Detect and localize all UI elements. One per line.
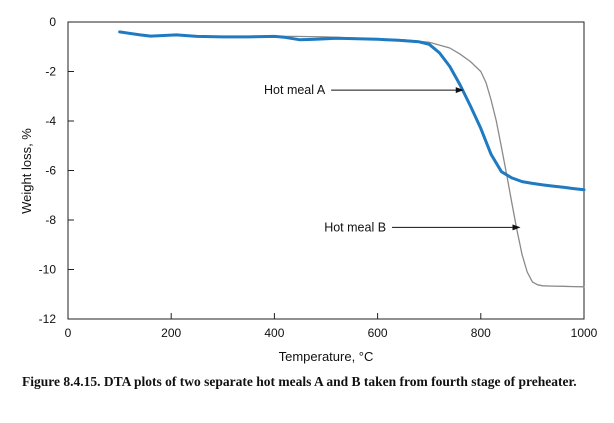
x-tick-label: 400 <box>264 326 284 340</box>
x-tick-label: 1000 <box>571 326 598 340</box>
series-line-hot-meal-a <box>118 30 586 192</box>
x-tick-label: 800 <box>471 326 491 340</box>
dta-chart: 0 -2 -4 -6 -8 -10 -12 0 200 400 600 800 1000 Hot me… <box>19 15 598 364</box>
y-axis-title: Weight loss, % <box>19 128 34 214</box>
x-tick-label: 200 <box>161 326 181 340</box>
x-tick-label: 600 <box>368 326 388 340</box>
y-tick-label: -6 <box>45 164 56 178</box>
x-tick-label: 0 <box>65 326 72 340</box>
plot-area-frame <box>67 21 585 320</box>
x-axis-title: Temperature, °C <box>279 349 374 364</box>
annotation-label: Hot meal A <box>264 83 326 97</box>
y-axis-ticks: 0 -2 -4 -6 -8 -10 -12 <box>39 15 74 326</box>
annotation-label: Hot meal B <box>324 220 386 234</box>
y-tick-label: -4 <box>45 114 56 128</box>
annotation-layer: Hot meal A Hot meal B <box>264 83 521 234</box>
x-axis-ticks: 0 200 400 600 800 1000 <box>65 313 598 340</box>
series-layer <box>118 30 586 288</box>
series-line-hot-meal-b <box>118 31 585 288</box>
y-tick-label: -10 <box>39 263 57 277</box>
y-tick-label: -8 <box>45 213 56 227</box>
y-tick-label: 0 <box>49 15 56 29</box>
y-tick-label: -12 <box>39 312 57 326</box>
figure-caption: Figure 8.4.15. DTA plots of two separate… <box>22 374 577 389</box>
y-tick-label: -2 <box>45 65 56 79</box>
